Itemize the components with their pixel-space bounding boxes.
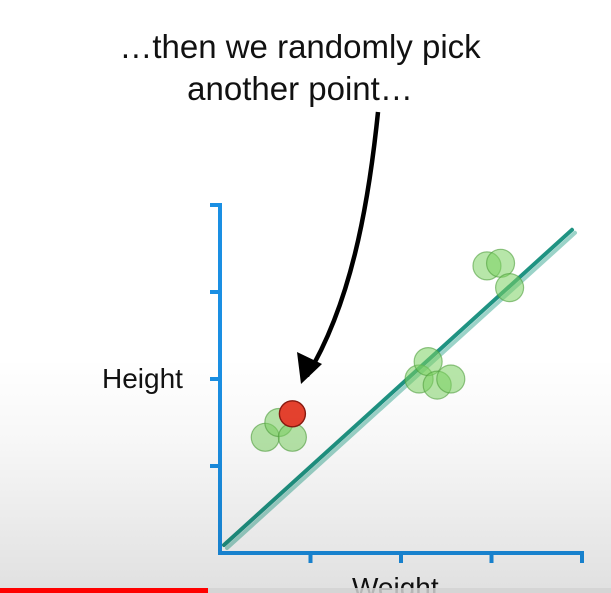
x-axis-label: Weight [352, 572, 439, 593]
data-point [495, 273, 525, 303]
annotation-arrowhead [297, 352, 322, 384]
fit-line-shadow [225, 230, 577, 550]
annotation-arrow [305, 111, 381, 378]
annotation-text-line-1: …then we randomly pick [119, 28, 481, 65]
annotation-text-line-2: another point… [187, 70, 413, 107]
y-axis-label: Height [102, 363, 183, 394]
selected-data-point [278, 400, 307, 428]
data-point [436, 364, 466, 394]
fit-line [222, 227, 574, 547]
video-progress-fill [0, 588, 208, 593]
video-progress-bar[interactable] [0, 588, 611, 593]
